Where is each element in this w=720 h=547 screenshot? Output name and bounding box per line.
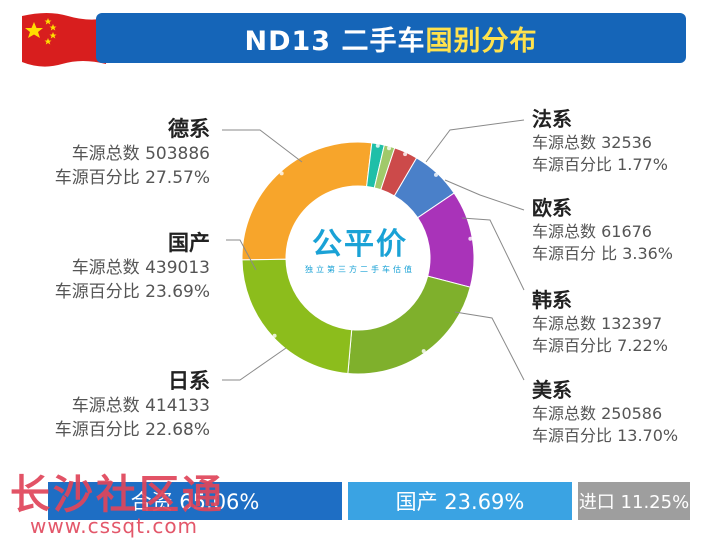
leader-line-fa (425, 119, 525, 163)
summary-domestic-label: 国产 23.69% (395, 490, 525, 514)
label-han-pct: 车源百分比 7.22% (532, 336, 668, 355)
leader-line-ri (222, 347, 287, 381)
label-fa: 法系 车源总数 32536 车源百分比 1.77% (532, 107, 668, 176)
label-ou-pct: 车源百分 比 3.36% (532, 244, 674, 263)
title-banner: ND13 二手车国别分布 (96, 13, 686, 63)
label-ri-name: 日系 (168, 369, 210, 393)
summary-bar-import: 进口 11.25% (578, 482, 690, 520)
leader-line-mei (454, 311, 525, 381)
label-ri-pct: 车源百分比 22.68% (54, 420, 210, 440)
label-fa-count: 车源总数 32536 (532, 133, 652, 152)
leader-line-han (461, 217, 525, 291)
label-han: 韩系 车源总数 132397 车源百分比 7.22% (532, 288, 668, 357)
label-fa-pct: 车源百分比 1.77% (532, 155, 668, 174)
summary-bar-joint: 合资 65.06% (48, 482, 342, 520)
slice-marker-2 (387, 146, 392, 151)
donut-slice-0 (241, 141, 373, 261)
slice-marker-0 (279, 171, 284, 176)
summary-bar-domestic: 国产 23.69% (348, 482, 572, 520)
page-title: ND13 二手车国别分布 (245, 19, 538, 58)
label-han-count: 车源总数 132397 (532, 314, 663, 333)
china-flag-icon (22, 13, 108, 67)
watermark-url: www.cssqt.com (30, 514, 199, 538)
label-mei-count: 车源总数 250586 (532, 404, 663, 423)
leader-line-de (222, 129, 303, 163)
slice-marker-4 (433, 172, 438, 177)
label-ou: 欧系 车源总数 61676 车源百分 比 3.36% (532, 196, 673, 265)
label-mei-pct: 车源百分比 13.70% (532, 426, 679, 445)
label-guo: 国产 车源总数 439013 车源百分比 23.69% (55, 230, 210, 304)
label-ri: 日系 车源总数 414133 车源百分比 22.68% (55, 368, 210, 442)
label-de: 德系 车源总数 503886 车源百分比 27.57% (55, 116, 210, 190)
slice-marker-1 (375, 143, 380, 148)
label-guo-name: 国产 (168, 231, 210, 255)
slice-marker-7 (272, 333, 277, 338)
label-de-count: 车源总数 503886 (71, 144, 210, 164)
slice-marker-3 (403, 152, 408, 157)
logo-name: 公平价 (312, 227, 408, 262)
leader-line-ou (444, 179, 525, 211)
donut-slice-7 (241, 258, 353, 375)
label-mei: 美系 车源总数 250586 车源百分比 13.70% (532, 378, 678, 447)
slice-marker-5 (468, 236, 473, 241)
watermark-text: 长沙社区通 (10, 472, 225, 518)
label-fa-name: 法系 (532, 107, 572, 131)
summary-import-label: 进口 11.25% (578, 492, 690, 513)
summary-joint-label: 合资 65.06% (130, 490, 260, 514)
leader-line-guo (226, 239, 257, 271)
logo-tagline: 独立第三方二手车估值 (305, 265, 415, 274)
label-guo-count: 车源总数 439013 (71, 258, 210, 278)
title-plain: ND13 二手车 (244, 25, 426, 57)
center-logo: 公平价 独立第三方二手车估值 (284, 226, 436, 292)
label-guo-pct: 车源百分比 23.69% (54, 282, 210, 302)
slice-marker-6 (421, 349, 426, 354)
label-de-name: 德系 (168, 117, 210, 141)
label-mei-name: 美系 (532, 378, 572, 402)
label-ou-name: 欧系 (532, 196, 572, 220)
label-de-pct: 车源百分比 27.57% (54, 168, 210, 188)
label-ri-count: 车源总数 414133 (71, 396, 210, 416)
label-ou-count: 车源总数 61676 (532, 222, 652, 241)
label-han-name: 韩系 (532, 288, 572, 312)
title-highlight: 国别分布 (425, 25, 538, 57)
